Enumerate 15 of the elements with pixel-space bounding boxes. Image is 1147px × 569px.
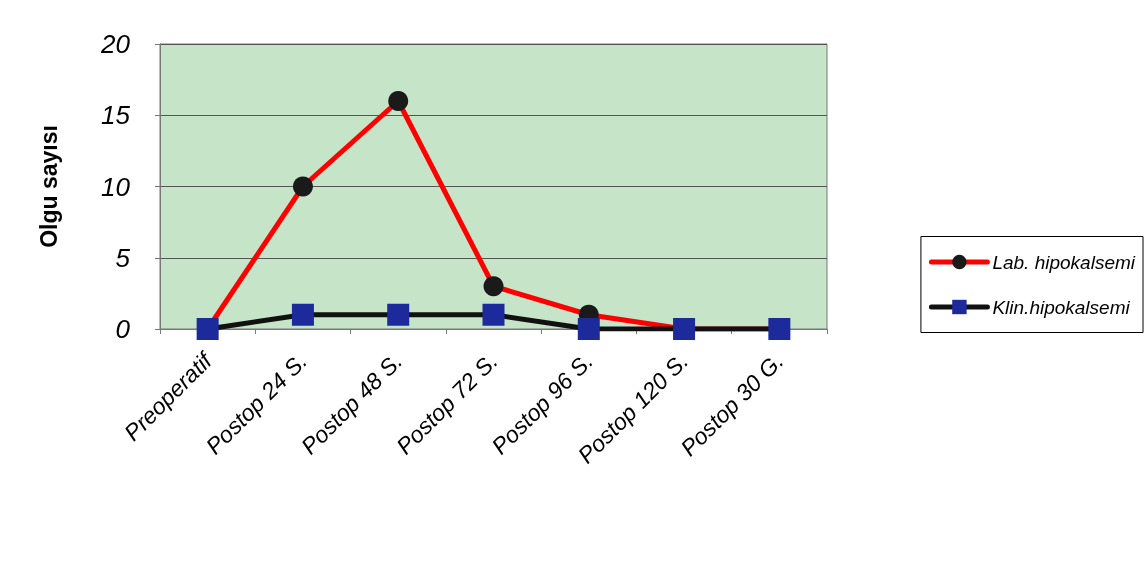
y-tick-label: 0 xyxy=(115,314,131,344)
y-axis-title: Olgu sayısı xyxy=(35,125,62,248)
y-tick-label: 20 xyxy=(100,29,131,59)
point xyxy=(292,176,313,197)
point xyxy=(577,318,600,340)
legend-label: Lab. hipokalsemi xyxy=(992,251,1136,273)
point xyxy=(387,303,410,326)
point xyxy=(483,276,504,297)
point xyxy=(291,303,314,326)
y-tick-label: 10 xyxy=(101,171,131,202)
y-tick-label: 5 xyxy=(115,242,131,273)
point xyxy=(388,91,409,111)
y-tick-label: 15 xyxy=(101,100,131,131)
legend-label: Klin.hipokalsemi xyxy=(992,296,1131,318)
point xyxy=(482,303,505,326)
